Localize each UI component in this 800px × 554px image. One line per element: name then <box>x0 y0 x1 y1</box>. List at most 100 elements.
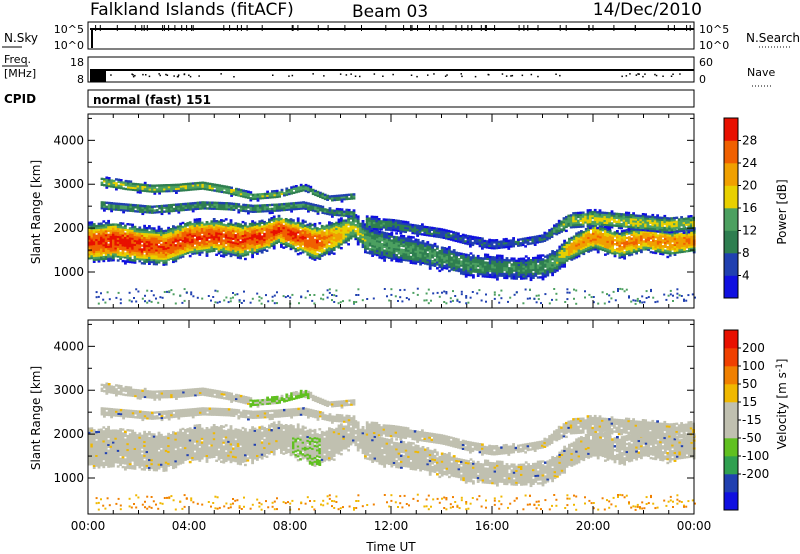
x-tick-label-4: 16:00 <box>475 519 510 533</box>
date-title: 14/Dec/2010 <box>593 0 702 20</box>
nave-dot-49 <box>416 75 418 78</box>
power-ylabel: Slant Range [km] <box>29 160 43 264</box>
nave-dot-55 <box>312 73 314 75</box>
vel-cbar-tick-label-3: 15 <box>742 395 757 409</box>
velocity-panel: 1000 2000 3000 4000 00:00 04:00 08:00 12:00 16:0… <box>29 319 711 554</box>
x-tick-label-5: 20:00 <box>576 519 611 533</box>
nave-dot-34 <box>165 73 167 76</box>
nave-dot-42 <box>142 73 144 76</box>
power-ground-scatter <box>95 287 696 305</box>
cpid-label: CPID <box>4 92 36 106</box>
nave-dot-28 <box>392 73 394 76</box>
time-axis-label: Time UT <box>365 540 416 554</box>
nave-dot-27 <box>134 74 136 77</box>
nave-dot-35 <box>427 74 429 76</box>
power-axes: 1000 2000 3000 4000 <box>53 114 695 308</box>
power-cbar-tick-label-3: 16 <box>742 201 757 215</box>
vel-cbar-tick-label-1: 100 <box>742 359 765 373</box>
nave-dot-25 <box>670 75 673 77</box>
freq-label-line2: [MHz] <box>4 67 36 80</box>
vel-cbar-swatch-5 <box>724 402 738 421</box>
power-band-0 <box>88 211 696 282</box>
nsearch-label: N.Search <box>746 31 800 45</box>
power-band-2 <box>100 201 356 218</box>
power-colorbar-label: Power [dB] <box>775 179 789 244</box>
nave-dot-67 <box>662 75 664 77</box>
nave-dot-24 <box>132 74 134 76</box>
nave-dot-46 <box>176 75 179 78</box>
nave-dot-59 <box>501 73 504 75</box>
y-tick-label-3: 4000 <box>53 133 84 147</box>
nave-dot-20 <box>672 73 674 75</box>
nsky-strip: N.Sky 10^5 10^0 10^5 10^0 N.Search <box>2 21 800 52</box>
vel-cbar-swatch-0 <box>724 492 738 511</box>
nave-dot-33 <box>323 75 325 77</box>
nsky-tick-bottom: 10^0 <box>54 39 84 52</box>
nave-dot-60 <box>410 74 413 76</box>
nave-dot-26 <box>461 75 463 78</box>
power-cbar-swatch-4 <box>724 185 738 209</box>
nave-dot-39 <box>166 74 169 76</box>
freq-tick-bottom: 8 <box>77 73 84 86</box>
cpid-value: normal (fast) 151 <box>93 93 211 107</box>
nave-dot-4 <box>433 73 435 75</box>
vel-cbar-swatch-4 <box>724 420 738 439</box>
power-cbar-swatch-1 <box>724 253 738 276</box>
vel-cbar-tick-label-5: -50 <box>742 431 762 445</box>
velocity-colorbar-label: Velocity [m s-1] <box>775 359 789 450</box>
power-panel: 1000 2000 3000 4000 Slant Range [km] <box>29 113 696 309</box>
nsky-tick-top: 10^5 <box>54 23 84 36</box>
nave-label: Nave <box>747 66 775 79</box>
nave-dot-52 <box>145 74 147 76</box>
velocity-echo-field <box>88 382 696 511</box>
nave-dot-16 <box>655 74 658 77</box>
power-cbar-swatch-3 <box>724 208 738 231</box>
vel-cbar-tick-label-6: -100 <box>742 449 769 463</box>
freq-tick-top: 18 <box>70 56 84 69</box>
velocity-band-3 <box>365 414 695 456</box>
freq-label-line1: Freq. <box>4 53 31 66</box>
vel-cbar-swatch-6 <box>724 384 738 403</box>
nave-dot-17 <box>555 73 557 75</box>
vel-cbar-tick-label-7: -200 <box>742 467 769 481</box>
x-tick-label-3: 12:00 <box>374 519 409 533</box>
nave-dot-15 <box>446 74 448 76</box>
velocity-band-2 <box>100 407 356 424</box>
nsky-frame <box>87 21 695 50</box>
nave-dot-1 <box>354 75 357 77</box>
velocity-ground-scatter <box>95 493 696 511</box>
x-tick-label-1: 04:00 <box>172 519 207 533</box>
nave-dot-48 <box>474 75 477 78</box>
velocity-colorbar-label-main: Velocity [m s <box>775 372 789 449</box>
nave-dot-69 <box>644 73 646 75</box>
freq-strip: Freq. [MHz] 18 8 60 0 Nave <box>2 53 775 87</box>
nave-dot-13 <box>272 74 274 76</box>
nave-dot-57 <box>233 76 235 78</box>
y-tick-label-0: 1000 <box>53 471 84 485</box>
velocity-ylabel: Slant Range [km] <box>29 366 43 470</box>
power-cbar-swatch-7 <box>724 118 738 141</box>
nave-dot-41 <box>510 75 512 77</box>
power-echo-field <box>88 176 696 305</box>
nave-dot-31 <box>487 73 489 76</box>
power-colorbar: 4 8 12 16 20 24 28 <box>723 117 757 299</box>
x-tick-label-0: 00:00 <box>71 519 106 533</box>
nsearch-tick-bottom: 10^0 <box>699 39 729 52</box>
power-cbar-tick-label-5: 24 <box>742 156 757 170</box>
nave-dot-56 <box>189 75 192 78</box>
power-cbar-swatch-2 <box>724 230 738 254</box>
nave-dot-58 <box>511 74 514 77</box>
power-cbar-swatch-0 <box>724 275 738 299</box>
power-cbar-swatch-6 <box>724 140 738 164</box>
vel-cbar-swatch-7 <box>724 366 738 385</box>
power-cbar-tick-label-1: 8 <box>742 246 750 260</box>
nsky-trace <box>90 25 694 48</box>
nave-dot-38 <box>288 75 290 77</box>
nave-dot-64 <box>198 75 200 77</box>
vel-cbar-swatch-8 <box>724 348 738 367</box>
station-title: Falkland Islands (fitACF) <box>90 0 294 20</box>
vel-cbar-tick-label-4: -15 <box>742 413 762 427</box>
nave-dot-61 <box>373 73 376 75</box>
nave-dot-11 <box>621 75 623 78</box>
